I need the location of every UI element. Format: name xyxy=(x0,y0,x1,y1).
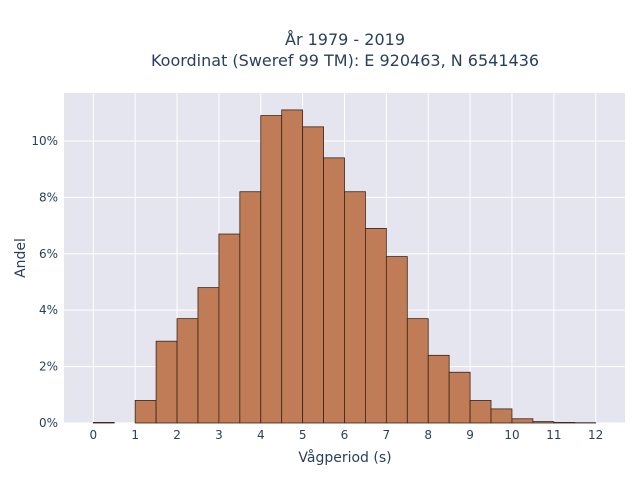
histogram-bar xyxy=(155,340,178,424)
histogram-bar xyxy=(406,318,429,424)
chart-title-line2: Koordinat (Sweref 99 TM): E 920463, N 65… xyxy=(151,51,539,70)
histogram-bar xyxy=(365,227,387,424)
y-tick-label: 10% xyxy=(31,134,58,148)
x-tick-label: 10 xyxy=(504,428,519,442)
x-axis-title: Vågperiod (s) xyxy=(298,449,391,466)
y-tick-label: 2% xyxy=(39,360,58,374)
histogram-bar xyxy=(385,256,408,424)
bars xyxy=(92,109,597,424)
x-tick-label: 3 xyxy=(215,428,223,442)
histogram-bar xyxy=(176,318,199,424)
histogram-bar xyxy=(197,287,220,424)
y-tick-label: 8% xyxy=(39,190,58,204)
histogram-bar xyxy=(281,109,304,424)
x-tick-label: 12 xyxy=(588,428,603,442)
x-tick-label: 6 xyxy=(341,428,349,442)
y-axis-title: Andel xyxy=(13,238,29,278)
x-tick-labels: 0 1 2 3 4 5 6 7 8 9 10 11 12 xyxy=(89,428,603,442)
x-tick-label: 0 xyxy=(89,428,97,442)
histogram-bar xyxy=(260,115,283,424)
x-tick-label: 7 xyxy=(383,428,391,442)
histogram-bar xyxy=(239,191,262,424)
x-tick-label: 11 xyxy=(546,428,561,442)
histogram-bar xyxy=(218,233,241,424)
y-tick-label: 0% xyxy=(39,416,58,430)
x-tick-label: 4 xyxy=(257,428,265,442)
y-tick-label: 6% xyxy=(39,247,58,261)
histogram-bar xyxy=(344,191,366,424)
histogram-bar xyxy=(490,408,513,424)
x-tick-label: 1 xyxy=(131,428,139,442)
histogram-bar xyxy=(532,421,555,424)
histogram-bar xyxy=(92,422,115,424)
histogram-bar xyxy=(469,400,492,424)
x-tick-label: 9 xyxy=(466,428,474,442)
histogram-bar xyxy=(511,418,534,424)
histogram-bar xyxy=(323,157,345,424)
x-tick-label: 5 xyxy=(299,428,307,442)
y-tick-labels: 0% 2% 4% 6% 8% 10% xyxy=(31,134,58,430)
histogram-bar xyxy=(553,422,576,424)
histogram-bar xyxy=(302,126,324,424)
chart-title-line1: År 1979 - 2019 xyxy=(285,30,405,49)
x-tick-label: 8 xyxy=(424,428,432,442)
histogram-bar xyxy=(427,354,450,424)
histogram-bar xyxy=(448,371,471,424)
y-tick-label: 4% xyxy=(39,303,58,317)
histogram-bar xyxy=(134,400,157,424)
x-tick-label: 2 xyxy=(173,428,181,442)
